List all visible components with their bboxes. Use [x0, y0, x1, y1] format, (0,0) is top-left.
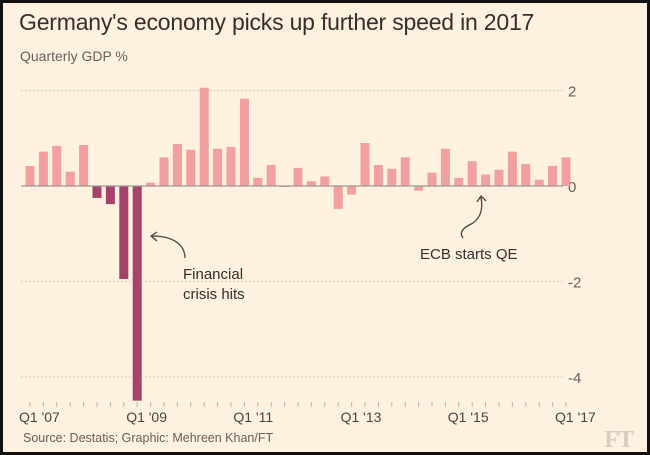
bar-q4-2012	[333, 186, 343, 209]
bar-q1-2013	[347, 186, 357, 195]
bar-q4-2014	[440, 148, 450, 186]
bar-q3-2010	[213, 148, 223, 186]
x-tick-label: Q1 '11	[233, 409, 273, 425]
bar-q4-2013	[387, 168, 397, 186]
x-tick-label: Q1 '15	[448, 409, 489, 425]
bar-q2-2011	[253, 177, 263, 186]
bar-q4-2008	[119, 186, 129, 280]
bar-q2-2010	[199, 87, 209, 186]
annotation-text: Financial	[183, 266, 243, 283]
gdp-bar-chart: 20-2-4 Q1 '07 Q1 '09 Q1 '11 Q1 '13 Q1 '15 Q1 …	[19, 84, 596, 425]
x-tick-label: Q1 '13	[341, 409, 382, 425]
gridlines	[21, 90, 563, 378]
bar-q3-2014	[427, 172, 437, 186]
y-tick-label: 2	[568, 84, 576, 101]
bar-q2-2007	[38, 151, 48, 186]
annotation-arrow-ecb-qe	[460, 196, 483, 239]
bar-q3-2016	[534, 179, 544, 186]
y-tick-label: 0	[568, 179, 576, 196]
chart-title: Germany's economy picks up further speed…	[19, 9, 535, 35]
bar-q2-2016	[521, 164, 531, 186]
bar-q1-2015	[454, 177, 464, 186]
bar-q4-2015	[494, 169, 504, 186]
bars	[25, 87, 571, 401]
annotation-text: crisis hits	[183, 286, 245, 303]
bar-q3-2008	[105, 186, 115, 205]
bar-q4-2007	[65, 171, 75, 186]
bar-q2-2009	[146, 182, 156, 186]
bar-q2-2008	[92, 186, 102, 198]
bar-q4-2010	[226, 146, 236, 186]
bar-q1-2007	[25, 165, 35, 186]
bar-q3-2009	[159, 157, 169, 186]
bar-q2-2014	[414, 186, 424, 191]
bar-q3-2015	[481, 174, 491, 186]
ft-logo: FT	[604, 427, 634, 453]
bar-q1-2009	[132, 186, 142, 401]
annotation-text: ECB starts QE	[420, 246, 518, 263]
bar-q3-2012	[320, 176, 330, 186]
bar-q2-2012	[306, 181, 316, 186]
bar-q1-2008	[79, 144, 89, 186]
bar-q1-2012	[293, 167, 303, 186]
bar-q1-2011	[239, 98, 249, 186]
x-tick-label: Q1 '17	[555, 409, 596, 425]
annotation-arrow-financial-crisis	[151, 235, 186, 259]
bar-q3-2007	[52, 145, 62, 186]
arrowhead-icon	[476, 194, 487, 203]
x-tick-label: Q1 '09	[126, 409, 167, 425]
x-tick-label: Q1 '07	[19, 409, 60, 425]
bar-q2-2013	[360, 143, 370, 186]
arrowhead-icon	[149, 231, 158, 242]
bar-q3-2011	[266, 165, 276, 186]
chart-subtitle: Quarterly GDP %	[20, 48, 128, 64]
y-axis-ticks: 2 0 -2 -4	[568, 84, 581, 387]
bar-q1-2016	[507, 151, 517, 186]
annotation-ecb-qe: ECB starts QE	[420, 194, 518, 263]
bar-q1-2017	[561, 157, 571, 186]
bar-q4-2009	[172, 144, 182, 186]
source-credit: Source: Destatis; Graphic: Mehreen Khan/…	[23, 431, 274, 445]
y-tick-label: -2	[568, 274, 581, 291]
bar-q1-2014	[400, 157, 410, 186]
bar-q2-2015	[467, 161, 477, 186]
bar-q4-2016	[548, 165, 558, 186]
annotation-financial-crisis: Financial crisis hits	[149, 231, 245, 303]
y-tick-label: -4	[568, 370, 581, 387]
bar-q1-2010	[186, 149, 196, 186]
bar-q3-2013	[373, 165, 383, 186]
x-axis-ticks: Q1 '07 Q1 '09 Q1 '11 Q1 '13 Q1 '15 Q1 '17	[19, 402, 596, 425]
